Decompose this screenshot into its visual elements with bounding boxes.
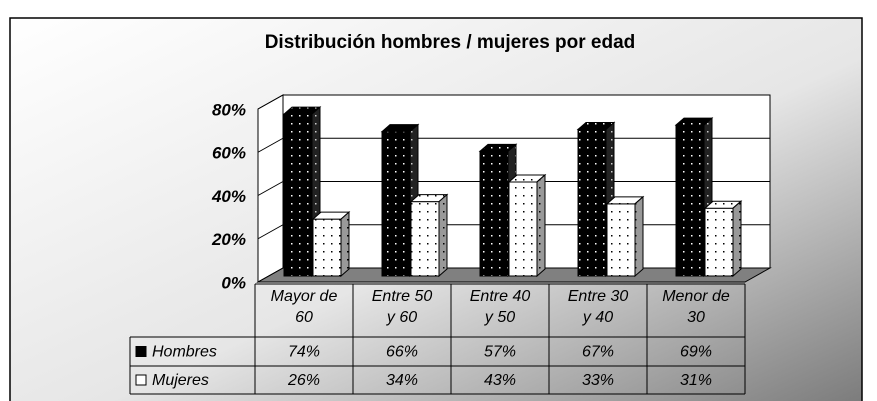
value-label: 66% <box>386 344 418 361</box>
value-label: 67% <box>582 344 614 361</box>
y-tick-label: 80% <box>212 100 246 119</box>
bar <box>283 113 313 277</box>
bar <box>606 203 636 277</box>
grid-line <box>257 224 284 240</box>
bar <box>577 128 607 277</box>
legend-key <box>135 346 147 357</box>
value-label: 33% <box>582 372 614 389</box>
bar-side <box>536 173 546 278</box>
bar <box>410 201 440 277</box>
x-tick-label: Entre 40 y 50 <box>469 288 531 326</box>
value-label: 43% <box>484 372 516 389</box>
bar <box>675 124 705 277</box>
category-cell: Entre 30 y 40 <box>567 288 629 326</box>
y-tick-label: 20% <box>211 230 246 249</box>
bar-side <box>438 193 448 278</box>
bar <box>479 150 509 277</box>
value-label: 31% <box>680 372 712 389</box>
value-label: 69% <box>680 344 712 361</box>
grid-line <box>257 137 284 153</box>
y-tick-label: 60% <box>212 144 246 163</box>
category-cell: Menor de 30 <box>662 288 730 326</box>
bar-side <box>732 200 742 278</box>
bar <box>704 207 734 277</box>
bar <box>312 218 342 277</box>
bar-side <box>634 195 644 278</box>
legend-label: Hombres <box>152 344 217 361</box>
legend-key <box>135 374 147 386</box>
value-label: 74% <box>288 344 320 361</box>
x-tick-label: Menor de 30 <box>662 288 730 326</box>
chart-title: Distribución hombres / mujeres por edad <box>265 32 636 53</box>
bar <box>381 131 411 277</box>
value-label: 57% <box>484 344 516 361</box>
x-tick-label: Mayor de 60 <box>270 288 338 326</box>
grid-line <box>257 94 284 110</box>
grid-line <box>257 181 284 196</box>
bar <box>508 181 538 277</box>
x-tick-label: Entre 30 y 40 <box>567 288 629 326</box>
category-cell: Entre 50 y 60 <box>371 288 433 326</box>
x-tick-label: Entre 50 y 60 <box>371 288 433 326</box>
legend-label: Mujeres <box>152 372 209 389</box>
value-label: 26% <box>287 372 320 389</box>
category-cell: Mayor de 60 <box>270 288 338 326</box>
bar-side <box>340 211 350 278</box>
y-tick-label: 0% <box>221 273 246 292</box>
y-tick-label: 40% <box>211 187 246 206</box>
category-cell: Entre 40 y 50 <box>469 288 531 326</box>
grid-line <box>257 267 284 283</box>
value-label: 34% <box>386 372 418 389</box>
